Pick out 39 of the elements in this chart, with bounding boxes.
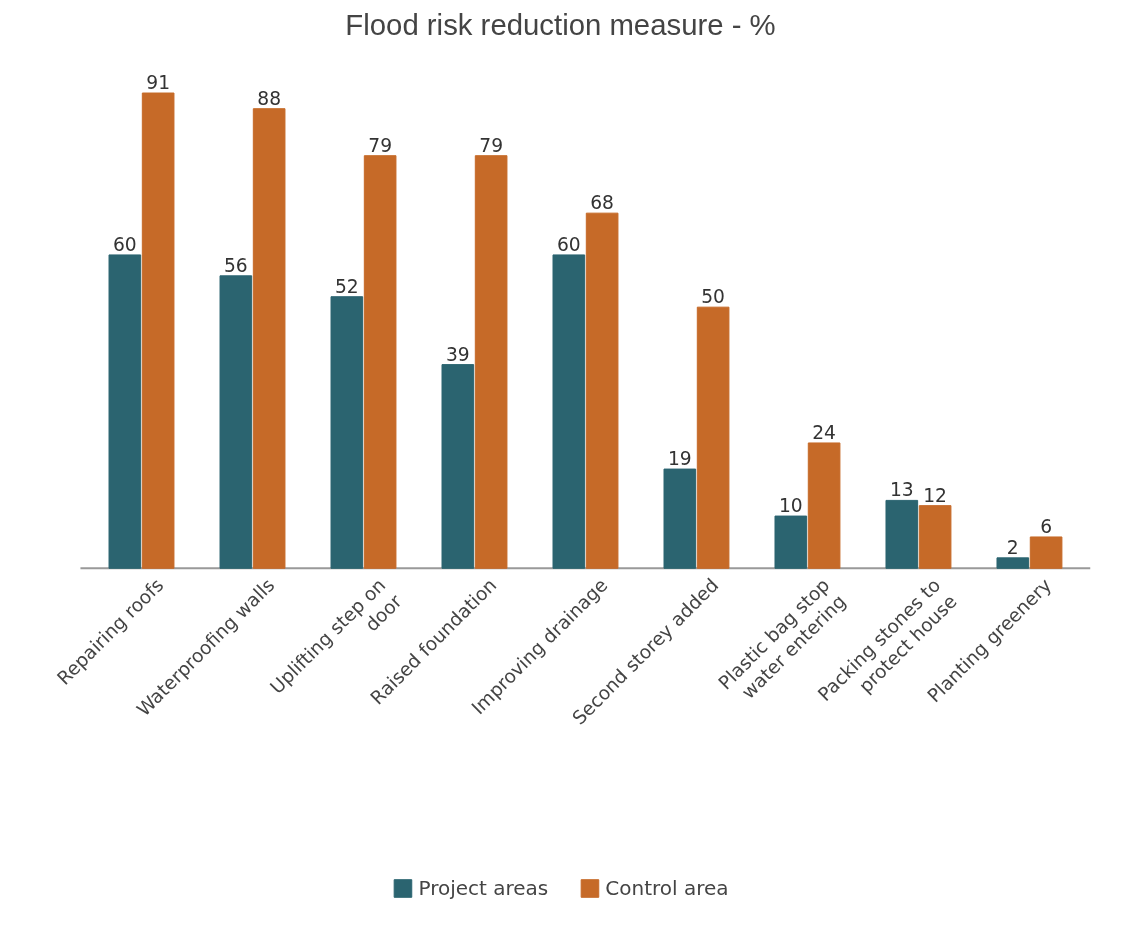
bar <box>663 468 697 569</box>
bar <box>918 505 952 569</box>
data-label: 52 <box>334 275 359 297</box>
chart-title: Flood risk reduction measure - % <box>345 7 776 41</box>
bar <box>108 254 142 569</box>
data-label: 50 <box>701 286 725 308</box>
legend-label: Control area <box>605 876 729 900</box>
bar <box>219 275 253 569</box>
data-label: 24 <box>812 421 836 443</box>
bar <box>552 254 586 569</box>
data-label: 39 <box>445 343 470 365</box>
data-label: 6 <box>1040 515 1053 537</box>
data-label: 60 <box>112 233 137 255</box>
bar <box>885 499 919 569</box>
bar <box>1029 536 1063 569</box>
data-label: 10 <box>778 495 803 517</box>
data-label: 56 <box>223 254 248 276</box>
data-label: 12 <box>923 484 947 506</box>
bar <box>807 442 841 569</box>
data-label: 68 <box>590 192 614 214</box>
data-label: 60 <box>556 233 581 255</box>
bar <box>252 108 286 569</box>
bar <box>474 155 508 569</box>
data-label: 13 <box>889 479 914 501</box>
data-label: 88 <box>257 87 282 109</box>
data-label: 79 <box>368 134 393 156</box>
legend-label: Project areas <box>418 876 549 900</box>
data-label: 2 <box>1006 536 1019 558</box>
bar <box>774 515 808 569</box>
bar <box>585 212 619 569</box>
data-label: 19 <box>667 448 692 470</box>
bar <box>696 306 730 569</box>
bar <box>330 296 364 569</box>
bar <box>996 557 1030 569</box>
bar <box>441 364 475 569</box>
data-label: 91 <box>146 72 171 94</box>
data-label: 79 <box>479 134 504 156</box>
bar <box>363 155 397 569</box>
bar <box>141 92 175 569</box>
